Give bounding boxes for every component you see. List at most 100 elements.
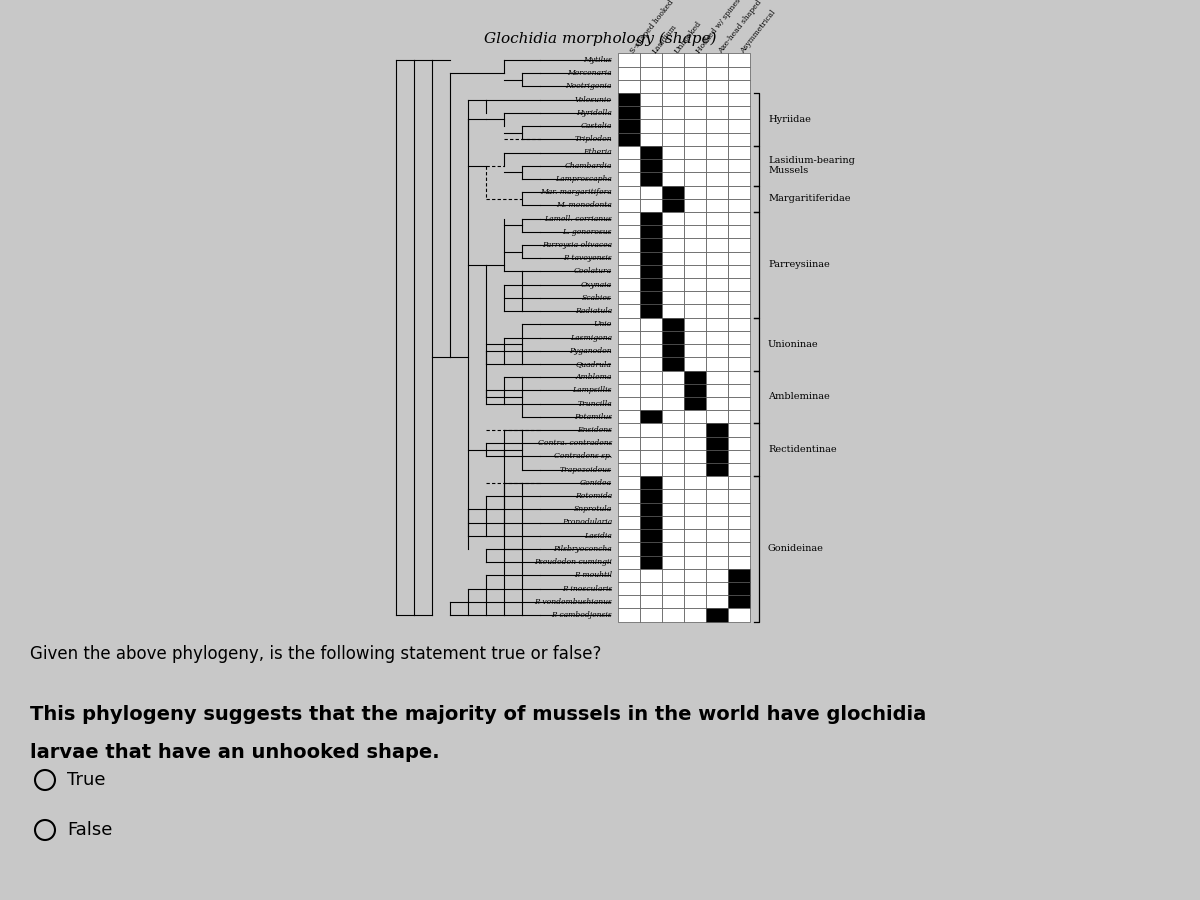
Bar [728, 106, 750, 120]
Bar [728, 543, 750, 555]
Bar [662, 555, 684, 569]
Bar [684, 146, 706, 159]
Text: Lasidia: Lasidia [584, 532, 612, 540]
Bar [662, 423, 684, 436]
Bar [728, 357, 750, 371]
Text: Lasidium: Lasidium [650, 22, 679, 55]
Bar [618, 159, 640, 172]
Text: Lasmigona: Lasmigona [570, 334, 612, 341]
Text: P. cambodjensis: P. cambodjensis [551, 611, 612, 619]
Bar [618, 344, 640, 357]
Bar [706, 53, 728, 67]
Bar [640, 503, 662, 516]
Bar [662, 582, 684, 595]
Text: Amblema: Amblema [576, 374, 612, 381]
Bar [706, 516, 728, 529]
Text: Contradens sp.: Contradens sp. [553, 453, 612, 461]
Text: Lamell. corrianus: Lamell. corrianus [544, 214, 612, 222]
Bar [684, 450, 706, 463]
Bar [684, 120, 706, 132]
Bar [618, 463, 640, 476]
Text: Rotomida: Rotomida [575, 492, 612, 500]
Bar [706, 582, 728, 595]
Bar [618, 436, 640, 450]
Text: Glochidia morphology (shape): Glochidia morphology (shape) [484, 32, 716, 47]
Bar [728, 410, 750, 423]
Bar [684, 463, 706, 476]
Bar [662, 252, 684, 265]
Bar [706, 595, 728, 608]
Bar [684, 608, 706, 622]
Bar [706, 357, 728, 371]
Text: Margaritiferidae: Margaritiferidae [768, 194, 851, 203]
Bar [618, 503, 640, 516]
Text: Ambleminae: Ambleminae [768, 392, 829, 401]
Bar [662, 212, 684, 225]
Bar [640, 265, 662, 278]
Bar [662, 80, 684, 93]
Bar [640, 318, 662, 331]
Bar [684, 357, 706, 371]
Bar [640, 331, 662, 344]
Bar [662, 450, 684, 463]
Text: Neotrigonia: Neotrigonia [565, 83, 612, 90]
Bar [640, 555, 662, 569]
Bar [662, 543, 684, 555]
Text: False: False [67, 821, 113, 839]
Bar [728, 371, 750, 383]
Bar [662, 292, 684, 304]
Bar [640, 436, 662, 450]
Bar [706, 120, 728, 132]
Bar [684, 53, 706, 67]
Bar [706, 146, 728, 159]
Text: Velesunio: Velesunio [575, 95, 612, 104]
Bar [640, 292, 662, 304]
Bar [640, 80, 662, 93]
Bar [684, 410, 706, 423]
Bar [618, 569, 640, 582]
Bar [640, 608, 662, 622]
Bar [706, 555, 728, 569]
Bar [706, 463, 728, 476]
Bar [662, 159, 684, 172]
Text: P. tavoyensis: P. tavoyensis [563, 254, 612, 262]
Bar [618, 582, 640, 595]
Bar [728, 252, 750, 265]
Bar [618, 132, 640, 146]
Text: Scabies: Scabies [582, 294, 612, 302]
Bar [706, 503, 728, 516]
Text: Lamproscapha: Lamproscapha [556, 175, 612, 183]
Text: Radiatula: Radiatula [575, 307, 612, 315]
Bar [640, 146, 662, 159]
Bar [706, 67, 728, 80]
Bar [706, 410, 728, 423]
Bar [618, 608, 640, 622]
Bar [618, 516, 640, 529]
Bar [728, 595, 750, 608]
Text: Castalia: Castalia [581, 122, 612, 130]
Bar [728, 463, 750, 476]
Bar [662, 463, 684, 476]
Text: Potamilus: Potamilus [574, 413, 612, 421]
Text: Etheria: Etheria [583, 148, 612, 157]
Bar [662, 503, 684, 516]
Bar [618, 292, 640, 304]
Bar [706, 476, 728, 490]
Bar [618, 331, 640, 344]
Bar [662, 490, 684, 503]
Bar [618, 371, 640, 383]
Bar [684, 199, 706, 212]
Bar [618, 423, 640, 436]
Bar [706, 238, 728, 252]
Text: This phylogeny suggests that the majority of mussels in the world have glochidia: This phylogeny suggests that the majorit… [30, 705, 926, 724]
Bar [684, 529, 706, 543]
Bar [728, 436, 750, 450]
Bar [706, 172, 728, 185]
Text: Ensidens: Ensidens [577, 426, 612, 434]
Bar [618, 383, 640, 397]
Bar [640, 344, 662, 357]
Text: Unhooked: Unhooked [673, 19, 703, 55]
Bar [662, 371, 684, 383]
Bar [728, 476, 750, 490]
Bar [662, 344, 684, 357]
